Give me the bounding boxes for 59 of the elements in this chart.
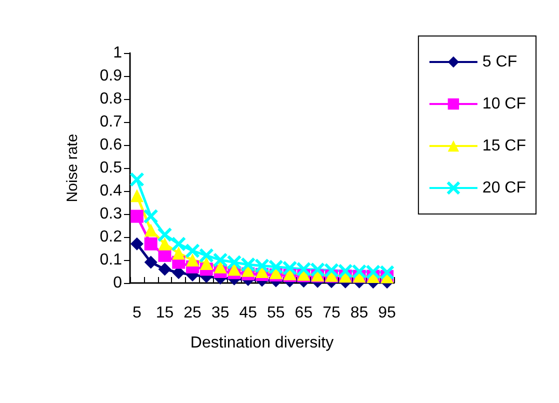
y-tick-label: 0.8 [100,90,122,108]
point [380,264,395,280]
point [282,260,298,276]
x-axis-title: Destination diversity [190,334,334,352]
x-tick-label: 35 [211,304,230,322]
x-tick-label: 55 [266,304,285,322]
legend-label: 20 CF [482,180,526,196]
point [226,254,242,270]
point [352,264,367,279]
point [212,252,228,268]
legend-label: 10 CF [482,96,526,112]
point [366,264,381,280]
legend-label: 15 CF [482,138,526,154]
point [200,256,213,270]
point [158,262,172,276]
point [157,227,172,242]
y-axis-title: Noise rate [64,134,81,202]
x-tick-label: 75 [322,304,340,322]
y-tick-label: 0.9 [100,68,122,84]
legend-label: 5 CF [482,54,518,70]
x-tick-label: 95 [378,304,396,322]
y-tick-label: 0.5 [100,160,122,176]
point [144,224,158,237]
point [144,256,158,269]
point [240,257,256,272]
point [254,258,270,274]
point [186,254,200,266]
point [129,172,144,187]
point [228,262,241,276]
y-tick-label: 1 [113,44,122,62]
point [158,237,172,250]
y-tick-label: 0.1 [100,252,122,268]
point [172,246,186,260]
x-tick-label: 25 [184,304,202,322]
y-tick-label: 0.6 [100,136,122,154]
point [130,189,144,202]
point [310,262,326,278]
point [324,262,339,278]
point [143,208,158,224]
x-tick-label: 65 [294,304,313,322]
y-tick-label: 0.3 [100,206,122,222]
point [185,243,200,258]
point [130,237,144,250]
point [338,264,353,279]
x-tick-label: 85 [350,304,368,322]
x-tick-label: 5 [132,304,142,322]
point [214,260,227,274]
y-tick-label: 0 [113,274,122,292]
point [144,237,158,250]
point [130,210,144,223]
x-tick-label: 15 [156,304,174,322]
point [198,248,214,263]
point [171,236,186,252]
y-tick-label: 0.7 [100,114,122,130]
x-tick-label: 45 [239,304,258,322]
point [268,259,284,274]
y-tick-label: 0.2 [100,228,122,246]
point [296,262,312,277]
y-tick-label: 0.4 [100,182,122,200]
